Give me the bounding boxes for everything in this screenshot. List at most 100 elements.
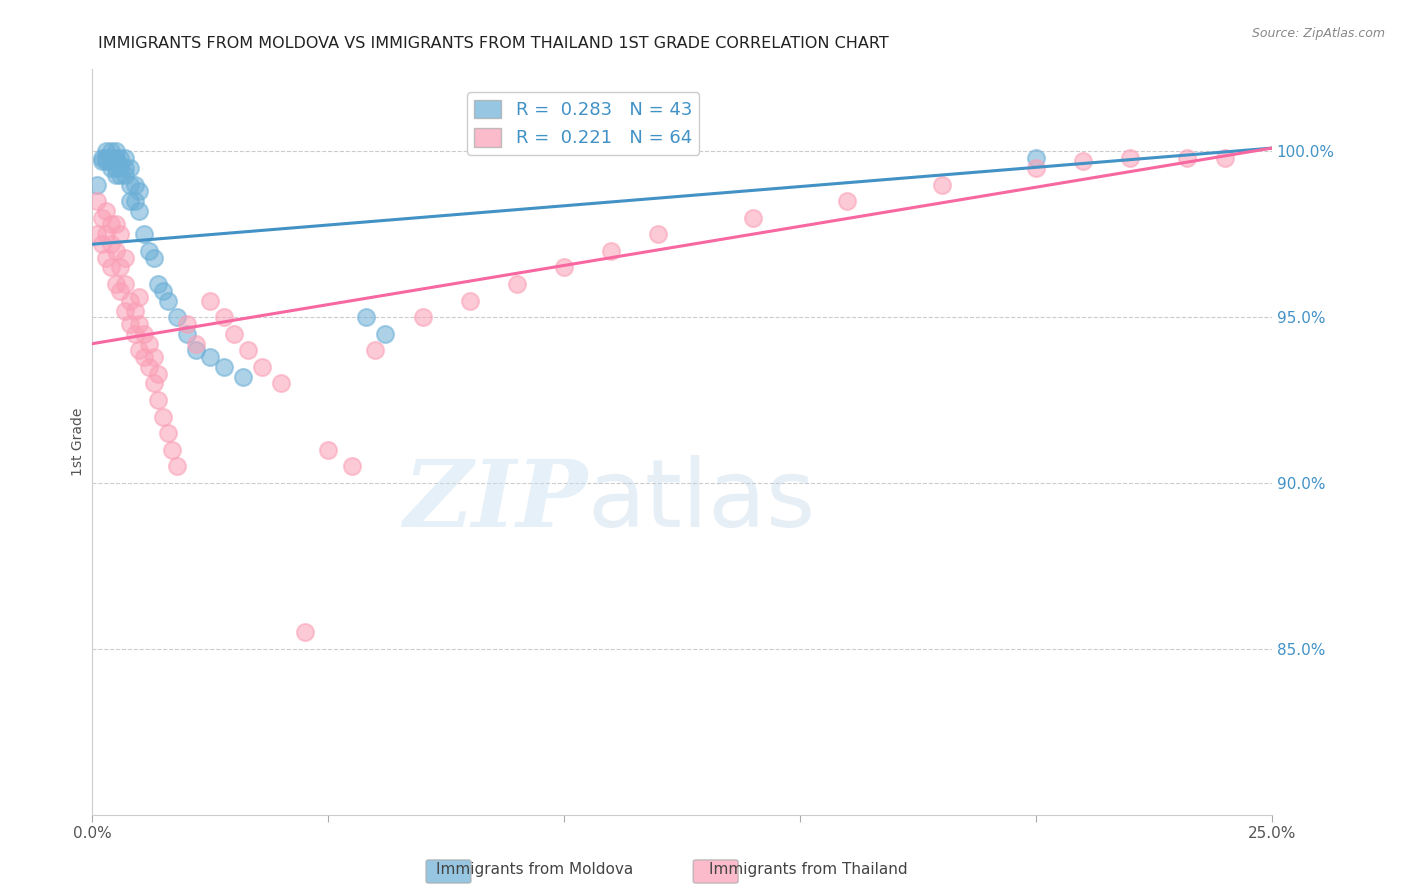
Point xyxy=(142,350,165,364)
Point xyxy=(184,336,207,351)
Point xyxy=(100,161,122,175)
Point xyxy=(148,393,170,408)
Point xyxy=(364,343,387,358)
Point xyxy=(110,284,132,298)
Point xyxy=(142,251,165,265)
Point xyxy=(1025,151,1047,165)
Point xyxy=(600,244,623,258)
Point xyxy=(1175,151,1198,165)
Point xyxy=(96,151,118,165)
Point xyxy=(128,184,150,198)
Point xyxy=(86,227,108,242)
Point xyxy=(110,227,132,242)
Point xyxy=(118,293,141,308)
Point xyxy=(128,343,150,358)
Point xyxy=(100,151,122,165)
Point xyxy=(96,204,118,219)
Point xyxy=(1025,161,1047,175)
Point xyxy=(114,303,136,318)
Point xyxy=(176,317,198,331)
Point xyxy=(156,426,179,441)
Point xyxy=(184,343,207,358)
Point xyxy=(270,376,292,391)
Point xyxy=(100,218,122,232)
Point xyxy=(138,244,160,258)
Point xyxy=(104,151,127,165)
Point xyxy=(132,350,155,364)
Point xyxy=(104,244,127,258)
Point xyxy=(506,277,529,291)
Point xyxy=(647,227,669,242)
Point xyxy=(104,154,127,169)
Text: atlas: atlas xyxy=(588,455,815,547)
Point xyxy=(198,350,221,364)
Point xyxy=(128,317,150,331)
Point xyxy=(104,161,127,175)
Point xyxy=(118,178,141,192)
Point xyxy=(118,161,141,175)
Point xyxy=(86,178,108,192)
Point xyxy=(104,168,127,182)
Point xyxy=(96,154,118,169)
Point xyxy=(96,227,118,242)
Point xyxy=(100,237,122,252)
Point xyxy=(232,369,254,384)
Point xyxy=(110,151,132,165)
Point xyxy=(90,237,112,252)
Point xyxy=(412,310,434,325)
Point xyxy=(152,409,174,424)
Point xyxy=(214,359,236,374)
Point xyxy=(100,260,122,275)
Point xyxy=(124,194,146,208)
Point xyxy=(118,317,141,331)
Point xyxy=(100,154,122,169)
Point xyxy=(1213,151,1236,165)
Point xyxy=(374,326,396,341)
Point xyxy=(104,145,127,159)
Point xyxy=(1071,154,1094,169)
Point xyxy=(138,336,160,351)
Point xyxy=(96,145,118,159)
Point xyxy=(90,211,112,225)
Point xyxy=(294,625,316,640)
Point xyxy=(90,151,112,165)
Point xyxy=(128,204,150,219)
Point xyxy=(128,290,150,304)
Point xyxy=(250,359,273,374)
Point xyxy=(114,168,136,182)
Point xyxy=(931,178,953,192)
Point xyxy=(162,442,184,457)
Point xyxy=(222,326,245,341)
Point xyxy=(316,442,339,457)
Point xyxy=(138,359,160,374)
Point xyxy=(198,293,221,308)
Point xyxy=(110,260,132,275)
Point xyxy=(1119,151,1142,165)
Y-axis label: 1st Grade: 1st Grade xyxy=(72,408,86,475)
Point xyxy=(124,178,146,192)
Point xyxy=(837,194,859,208)
Point xyxy=(114,251,136,265)
Point xyxy=(118,194,141,208)
Point xyxy=(458,293,481,308)
Point xyxy=(110,158,132,172)
Point xyxy=(90,154,112,169)
Text: Immigrants from Moldova: Immigrants from Moldova xyxy=(436,863,633,877)
Point xyxy=(176,326,198,341)
Point xyxy=(166,459,188,474)
Point xyxy=(354,310,377,325)
Point xyxy=(132,227,155,242)
Point xyxy=(741,211,763,225)
Point xyxy=(124,326,146,341)
Point xyxy=(148,277,170,291)
Point xyxy=(114,151,136,165)
Point xyxy=(156,293,179,308)
Text: Immigrants from Thailand: Immigrants from Thailand xyxy=(709,863,908,877)
Point xyxy=(148,367,170,381)
Point xyxy=(236,343,259,358)
Point xyxy=(96,251,118,265)
Point xyxy=(132,326,155,341)
Point xyxy=(166,310,188,325)
Point xyxy=(86,194,108,208)
Point xyxy=(124,303,146,318)
